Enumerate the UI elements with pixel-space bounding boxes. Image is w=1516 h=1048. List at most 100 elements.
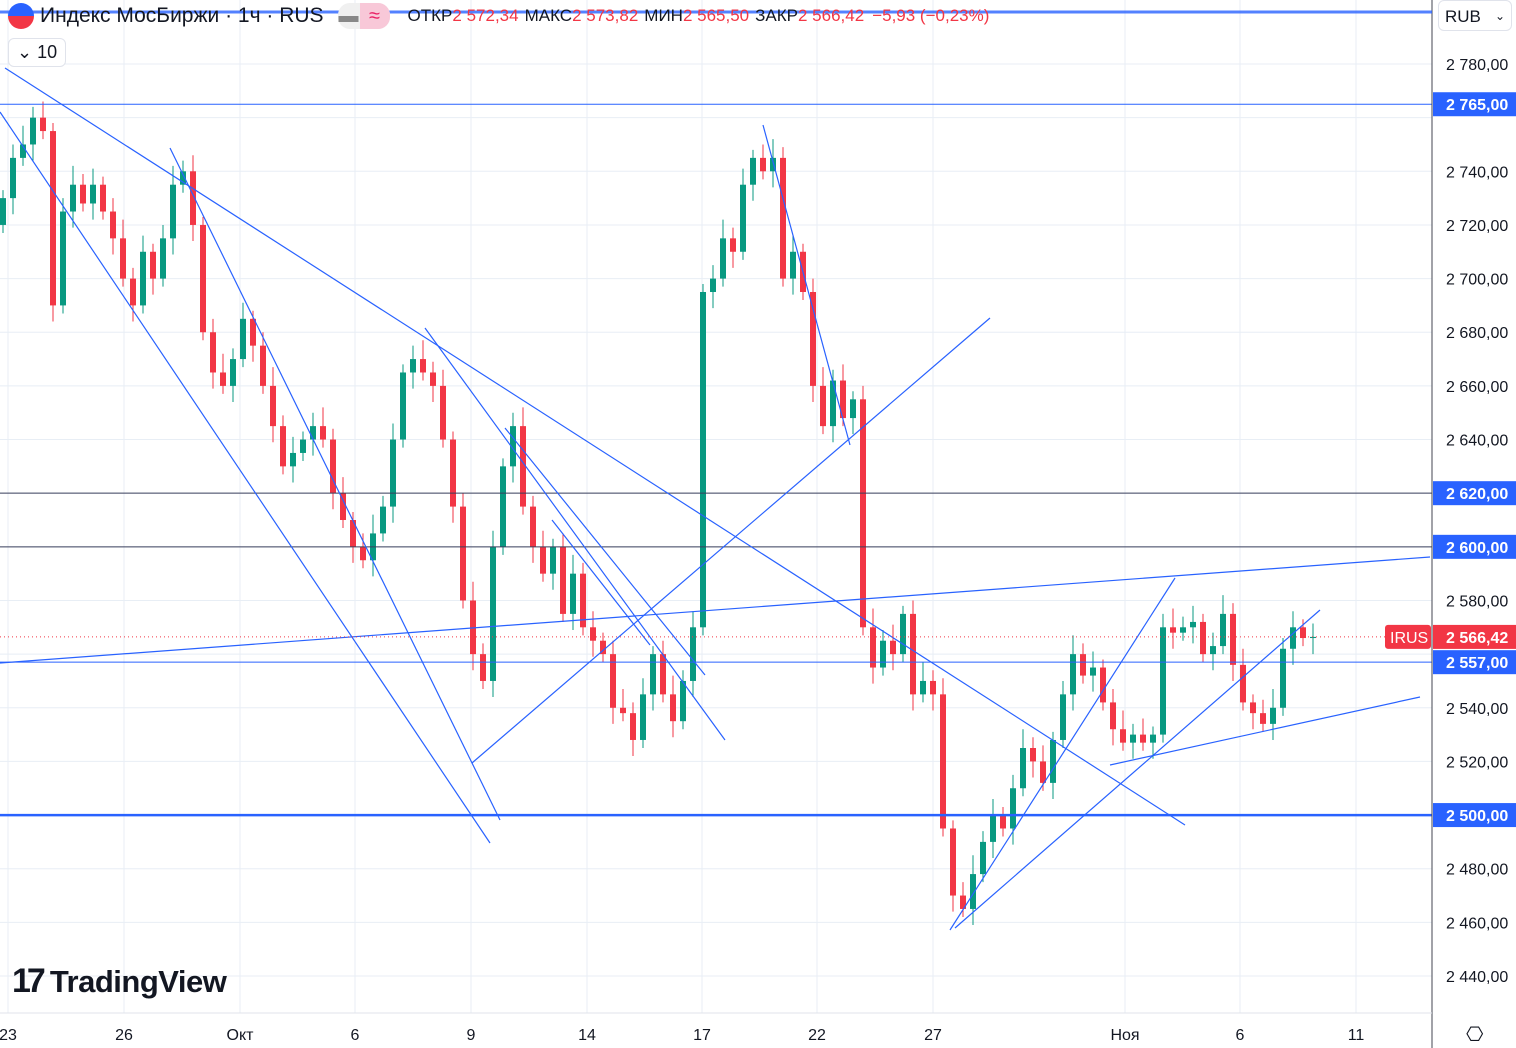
candle xyxy=(10,144,16,215)
candle xyxy=(320,407,326,448)
candle xyxy=(1020,729,1026,797)
open-value: 2 572,34 xyxy=(452,6,519,25)
level-price-label: 2 620,00 xyxy=(1446,486,1508,503)
candle-body xyxy=(1050,739,1056,783)
candle xyxy=(190,155,196,242)
candle-body xyxy=(40,117,46,132)
trend-line[interactable] xyxy=(504,427,706,676)
candle-body xyxy=(1020,748,1026,789)
time-tick-label: 26 xyxy=(115,1027,133,1044)
candle-body xyxy=(920,680,926,695)
candle xyxy=(930,670,936,711)
candle xyxy=(1200,613,1206,663)
candle-body xyxy=(110,211,116,239)
candle xyxy=(730,227,736,268)
candle-body xyxy=(720,238,726,279)
trend-line[interactable] xyxy=(4,67,1186,826)
candle-body xyxy=(1110,702,1116,730)
candle xyxy=(1160,613,1166,743)
close-value: 2 566,42 xyxy=(798,6,865,25)
time-tick-label: Окт xyxy=(227,1027,255,1044)
candle-body xyxy=(510,426,516,467)
candle-body xyxy=(470,600,476,655)
time-tick-label: 22 xyxy=(808,1027,826,1044)
candle xyxy=(40,101,46,140)
candle xyxy=(270,367,276,443)
currency-select[interactable]: RUB ⌄ xyxy=(1438,0,1512,31)
candle xyxy=(510,412,516,483)
candle-body xyxy=(660,654,666,695)
level-price-label: 2 765,00 xyxy=(1446,97,1508,114)
candle xyxy=(1130,723,1136,759)
indicators-collapse-button[interactable]: ⌄ 10 xyxy=(8,38,67,67)
trend-line[interactable] xyxy=(762,124,851,446)
settings-icon[interactable]: ⎔ xyxy=(1466,1024,1484,1046)
trend-line[interactable] xyxy=(0,556,1431,664)
candle-body xyxy=(740,184,746,252)
candle xyxy=(1150,726,1156,759)
candle-body xyxy=(360,546,366,561)
candle xyxy=(1230,603,1236,681)
candle xyxy=(450,431,456,523)
compare-icon[interactable]: ≈ xyxy=(359,3,390,29)
candle xyxy=(260,332,266,394)
trend-line[interactable] xyxy=(471,317,991,764)
price-tick-label: 2 540,00 xyxy=(1446,701,1508,718)
trend-line[interactable] xyxy=(1109,696,1421,766)
trend-line[interactable] xyxy=(424,327,726,741)
candle-body xyxy=(1180,627,1186,633)
candle-body xyxy=(1150,734,1156,743)
candle-body xyxy=(1070,654,1076,695)
symbol-title[interactable]: Индекс МосБиржи · 1ч · RUS xyxy=(40,4,324,27)
time-tick-label: 27 xyxy=(924,1027,942,1044)
time-tick-label: Ноя xyxy=(1110,1027,1139,1044)
candle xyxy=(660,640,666,703)
candle-body xyxy=(1090,667,1096,676)
trend-line[interactable] xyxy=(551,519,651,646)
candle xyxy=(1070,635,1076,711)
change-value: −5,93 (−0,23%) xyxy=(872,6,990,25)
candle xyxy=(1180,616,1186,641)
candle xyxy=(720,219,726,287)
candle xyxy=(480,643,486,689)
candle-body xyxy=(520,426,526,507)
candle-body xyxy=(1080,654,1086,676)
candle-body xyxy=(1290,627,1296,649)
time-axis[interactable]: 23 26 Окт 6 9 14 17 22 27 Ноя 6 11 xyxy=(0,1027,1364,1044)
trend-lines[interactable] xyxy=(0,67,1431,931)
candle xyxy=(780,147,786,287)
eye-icon[interactable]: ▬ xyxy=(338,4,359,27)
candle-body xyxy=(90,184,96,204)
candle xyxy=(700,283,706,636)
level-price-label-bg xyxy=(1433,803,1516,828)
candle-body xyxy=(270,385,276,427)
price-tick-label: 2 480,00 xyxy=(1446,862,1508,879)
candle-body xyxy=(30,117,36,145)
candle-body xyxy=(100,184,106,212)
candle-body xyxy=(1220,613,1226,647)
candle xyxy=(540,530,546,582)
candle xyxy=(1290,611,1296,665)
candle xyxy=(1010,774,1016,845)
trend-line[interactable] xyxy=(954,609,1321,929)
candle-body xyxy=(390,439,396,507)
candle-body xyxy=(690,627,696,681)
visibility-toggle[interactable]: ▬ ≈ xyxy=(337,3,390,29)
candle-body xyxy=(70,184,76,212)
candle-body xyxy=(1250,702,1256,714)
candle xyxy=(80,173,86,212)
price-axis[interactable]: 2 780,00 2 740,00 2 720,00 2 700,00 2 680,00… xyxy=(1433,57,1516,986)
candle-body xyxy=(1120,729,1126,743)
level-price-label-bg xyxy=(1433,650,1516,675)
tradingview-logo[interactable]: 17 TradingView xyxy=(12,962,227,1001)
candle-body xyxy=(1300,627,1306,639)
trend-line[interactable] xyxy=(169,147,501,821)
candle-body xyxy=(650,654,656,695)
candle xyxy=(690,611,696,698)
trend-line[interactable] xyxy=(949,577,1176,931)
candle xyxy=(820,367,826,435)
candle xyxy=(1220,595,1226,655)
candle xyxy=(130,267,136,322)
trend-line[interactable] xyxy=(0,111,491,844)
